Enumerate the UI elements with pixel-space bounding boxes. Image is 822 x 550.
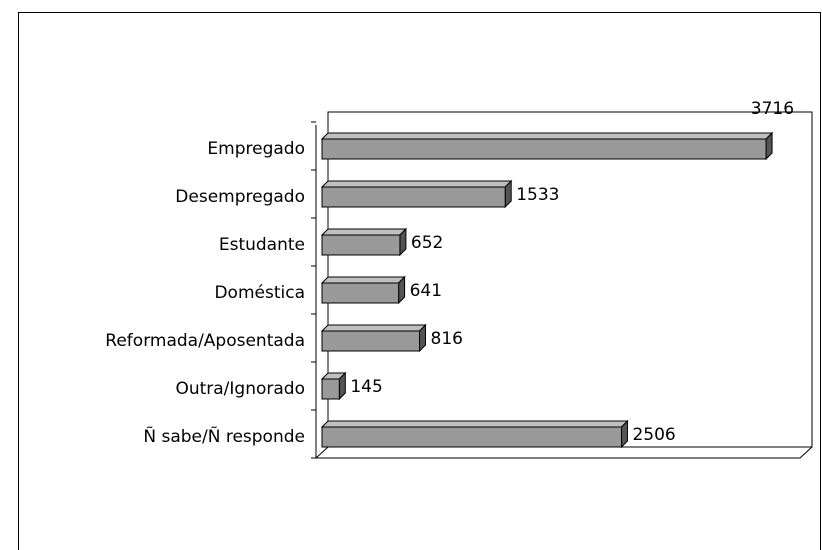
bar-top <box>320 132 774 140</box>
category-label: Doméstica <box>214 283 305 303</box>
bar-front <box>321 330 421 352</box>
bar <box>320 275 406 305</box>
bar-top <box>320 180 513 188</box>
bar-front <box>321 378 340 400</box>
bar <box>320 131 774 161</box>
bar <box>320 179 513 209</box>
bar-top <box>320 420 629 428</box>
chart-frame <box>18 12 821 550</box>
bar-front <box>321 426 622 448</box>
value-label: 3716 <box>751 99 794 119</box>
bar-front <box>321 282 400 304</box>
value-label: 145 <box>350 377 382 397</box>
bar-front <box>321 234 401 256</box>
plot-walls <box>315 111 813 459</box>
bar <box>320 323 427 353</box>
value-label: 641 <box>410 281 442 301</box>
value-label: 2506 <box>632 425 675 445</box>
category-label: Reformada/Aposentada <box>105 331 305 351</box>
bar-top <box>320 228 408 236</box>
bar <box>320 419 629 449</box>
category-label: Desempregado <box>175 187 305 207</box>
bar-front <box>321 138 767 160</box>
value-label: 816 <box>431 329 463 349</box>
bar <box>320 371 347 401</box>
bar-front <box>321 186 506 208</box>
category-label: Estudante <box>219 235 305 255</box>
floor-edge <box>315 125 813 459</box>
category-label: Outra/Ignorado <box>175 379 305 399</box>
category-label: Empregado <box>207 139 305 159</box>
bar-top <box>320 276 406 284</box>
bar <box>320 227 408 257</box>
value-label: 1533 <box>516 185 559 205</box>
category-label: Ñ sabe/Ñ responde <box>143 425 305 447</box>
bar-top <box>320 324 427 332</box>
back-wall <box>315 111 813 459</box>
value-label: 652 <box>411 233 443 253</box>
